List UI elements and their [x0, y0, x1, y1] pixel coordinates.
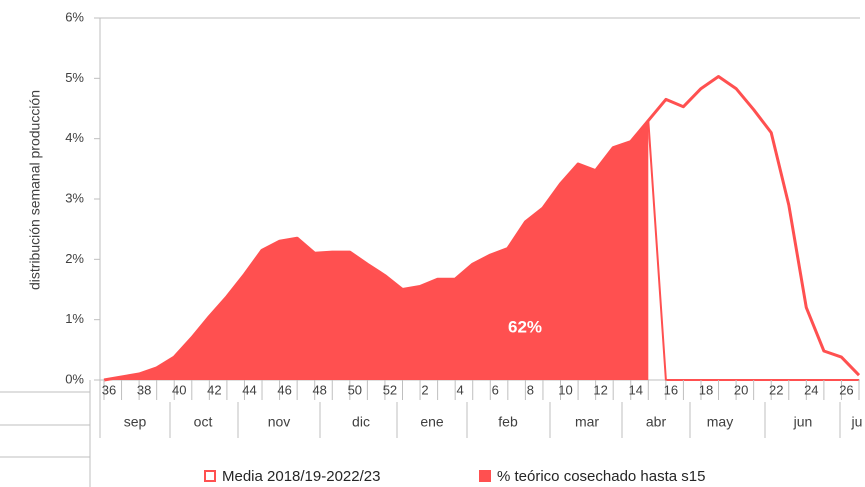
legend-label: Media 2018/19-2022/23: [222, 468, 380, 485]
x-tick-label: 44: [242, 382, 256, 397]
x-tick-label: 10: [558, 382, 572, 397]
month-label: feb: [498, 414, 518, 430]
legend-swatch: [479, 470, 491, 482]
month-label: may: [707, 414, 733, 430]
x-tick-label: 38: [137, 382, 151, 397]
month-label: mar: [575, 414, 599, 430]
x-tick-label: 2: [421, 382, 428, 397]
x-tick-label: 42: [207, 382, 221, 397]
x-tick-label: 46: [277, 382, 291, 397]
x-tick-label: 16: [664, 382, 678, 397]
x-tick-label: 22: [769, 382, 783, 397]
y-axis-label: distribución semanal producción: [27, 90, 43, 290]
x-tick-label: 50: [348, 382, 362, 397]
y-tick-label: 3%: [65, 190, 84, 205]
left-table-fragment: [0, 380, 91, 487]
month-label: nov: [268, 414, 291, 430]
y-tick-label: 1%: [65, 311, 84, 326]
x-tick-label: 8: [527, 382, 534, 397]
x-tick-label: 36: [102, 382, 116, 397]
legend-swatch: [204, 470, 216, 482]
x-tick-label: 48: [312, 382, 326, 397]
x-tick-label: 6: [492, 382, 499, 397]
month-label: ju: [851, 414, 863, 430]
area: [104, 120, 649, 380]
month-label: dic: [352, 414, 370, 430]
y-tick-label: 6%: [65, 9, 84, 24]
y-tick-label: 5%: [65, 70, 84, 85]
month-label: sep: [124, 414, 147, 430]
legend-label: % teórico cosechado hasta s15: [497, 468, 705, 485]
annotation: 62%: [508, 317, 542, 336]
line: [103, 75, 861, 382]
x-tick-label: 12: [593, 382, 607, 397]
x-tick-label: 40: [172, 382, 186, 397]
x-tick-label: 52: [383, 382, 397, 397]
month-label: jun: [793, 414, 813, 430]
x-tick-label: 4: [457, 382, 464, 397]
x-tick-label: 14: [629, 382, 643, 397]
x-tick-label: 24: [804, 382, 818, 397]
month-label: abr: [646, 414, 667, 430]
month-label: oct: [194, 414, 213, 430]
y-tick-label: 0%: [65, 371, 84, 386]
x-tick-label: 18: [699, 382, 713, 397]
y-tick-label: 4%: [65, 130, 84, 145]
x-tick-label: 26: [839, 382, 853, 397]
x-tick-label: 20: [734, 382, 748, 397]
month-label: ene: [420, 414, 444, 430]
y-tick-label: 2%: [65, 251, 84, 266]
